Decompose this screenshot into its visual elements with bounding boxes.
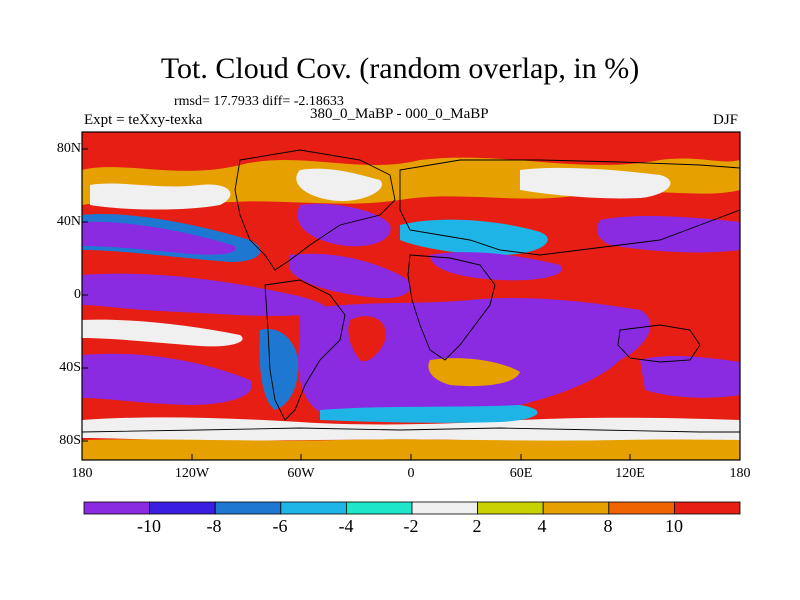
lat-label-40s: 40S <box>59 360 81 375</box>
outline-south-america <box>264 279 346 421</box>
colorbar-segment-9 <box>608 501 675 515</box>
lon-label-60e: 60E <box>509 466 533 481</box>
colorbar-label-8: 8 <box>603 516 613 536</box>
colorbar-label-1: -10 <box>137 516 161 536</box>
field-north-white-2 <box>296 168 382 201</box>
lon-label-0: 0 <box>407 466 415 481</box>
lat-label-80s: 80S <box>59 433 81 448</box>
field-40n-purple <box>82 221 236 255</box>
lat-label-0: 0 <box>74 287 81 302</box>
field-equator-purple <box>82 273 330 316</box>
field-south-red-tongue <box>348 316 386 362</box>
colorbar <box>83 501 741 515</box>
colorbar-label-5: -2 <box>403 516 419 536</box>
lon-label-60w: 60W <box>287 466 315 481</box>
colorbar-segment-7 <box>477 501 544 515</box>
colorbar-segment-10 <box>674 501 741 515</box>
colorbar-label-7: 4 <box>537 516 547 536</box>
tick-marks <box>81 148 741 460</box>
field-south-orange <box>428 358 520 387</box>
map-title: Tot. Cloud Cov. (random overlap, in %) <box>160 52 640 85</box>
colorbar-segment-3 <box>214 501 282 515</box>
colorbar-segment-4 <box>280 501 347 515</box>
colorbar-segment-2 <box>149 501 216 515</box>
lon-label-120e: 120E <box>615 466 645 481</box>
field-south-purple-3 <box>640 356 740 398</box>
colorbar-label-2: -8 <box>206 516 222 536</box>
outline-australia <box>617 324 701 363</box>
lon-label-180w: 180 <box>71 466 93 481</box>
lon-label-120w: 120W <box>174 466 210 481</box>
colorbar-segment-1 <box>83 501 150 515</box>
outline-antarctica <box>82 427 740 433</box>
field-south-purple <box>298 298 651 416</box>
field-40n-purple-3 <box>430 252 562 281</box>
period-label: 380_0_MaBP - 000_0_MaBP <box>310 106 489 122</box>
season-label: DJF <box>712 112 738 128</box>
experiment-label: Expt = teXxy-texka <box>84 112 203 128</box>
colorbar-label-3: -6 <box>272 516 288 536</box>
field-40n-blue-2 <box>400 219 548 255</box>
field-north-white-3 <box>520 167 671 199</box>
outline-north-america <box>234 149 396 271</box>
outline-africa <box>407 254 496 361</box>
colorbar-label-6: 2 <box>472 516 482 536</box>
field-north-white-1 <box>90 183 231 210</box>
continent-outlines <box>82 149 740 433</box>
field-equator-white <box>82 319 243 347</box>
field-equator-purple-2 <box>290 253 411 299</box>
field-south-orange-2 <box>82 439 740 460</box>
field-south-cyan <box>320 405 538 423</box>
colorbar-segment-5 <box>345 501 413 515</box>
field-south-purple-2 <box>82 353 252 405</box>
outline-eurasia <box>399 159 740 256</box>
lon-label-180e: 180 <box>729 466 751 481</box>
colorbar-segment-6 <box>411 501 478 515</box>
field-40n-purple-2 <box>297 203 391 247</box>
colorbar-label-4: -4 <box>338 516 354 536</box>
colorbar-segment-8 <box>542 501 610 515</box>
stats-label: rmsd= 17.7933 diff= -2.18633 <box>174 94 344 109</box>
lat-label-40n: 40N <box>56 214 81 229</box>
lat-label-80n: 80N <box>56 141 81 156</box>
colorbar-label-9: 10 <box>665 516 683 536</box>
